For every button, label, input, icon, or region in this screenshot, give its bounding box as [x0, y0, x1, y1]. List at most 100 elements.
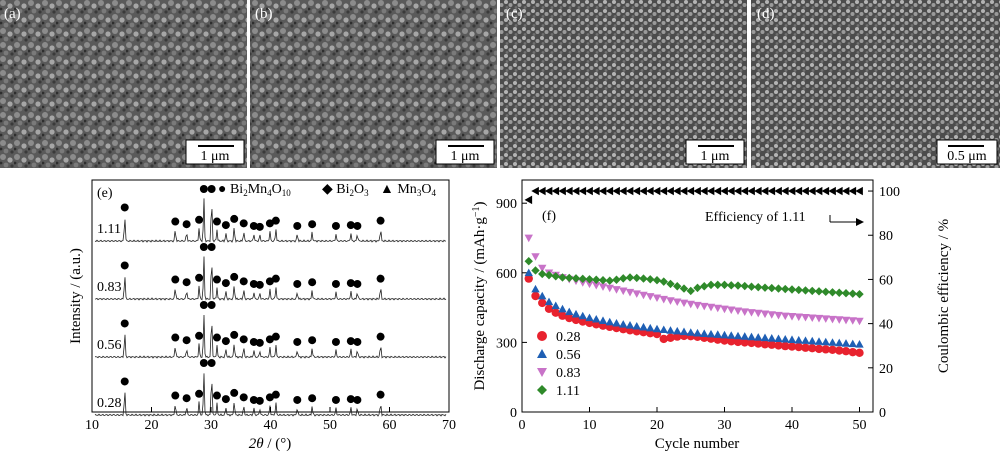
data-point-0-56	[760, 333, 770, 342]
xrd-peak-marker	[221, 395, 230, 404]
xrd-peak-marker	[230, 214, 239, 223]
legend-marker-0-28	[537, 331, 547, 341]
xrd-peak-marker	[331, 395, 340, 404]
data-point-1-11	[720, 280, 729, 290]
data-point-1-11	[673, 282, 682, 291]
data-point-0-56	[781, 334, 790, 343]
xrd-peak-marker	[239, 219, 248, 228]
xrd-peak-marker	[255, 222, 264, 231]
efficiency-point	[538, 186, 546, 196]
xrd-peak-marker	[346, 221, 355, 230]
data-point-0-83	[598, 283, 608, 291]
data-point-0-56	[632, 321, 641, 330]
data-point-0-56	[686, 328, 695, 336]
data-point-0-56	[605, 317, 614, 326]
data-point-0-56	[598, 316, 608, 324]
efficiency-point	[659, 186, 668, 196]
efficiency-point	[531, 186, 539, 196]
xrd-peak-marker	[171, 275, 180, 284]
data-point-0-56	[754, 333, 763, 341]
xrd-peak-marker	[120, 377, 129, 386]
xrd-peak-marker	[376, 390, 385, 399]
scale-box	[435, 139, 495, 165]
data-point-1-11	[565, 273, 574, 283]
data-point-0-83	[720, 305, 729, 314]
efficiency-point	[848, 186, 857, 196]
efficiency-point	[544, 186, 553, 196]
data-point-0-56	[551, 301, 560, 310]
xrd-peak-marker	[271, 274, 280, 283]
data-point-1-11	[835, 288, 844, 297]
data-point-0-28	[774, 341, 783, 350]
data-point-1-11	[585, 275, 594, 284]
data-point-0-83	[801, 313, 810, 322]
data-point-0-28	[754, 339, 763, 348]
cycling-x-tick-label: 10	[583, 418, 597, 433]
data-point-0-83	[625, 288, 635, 297]
efficiency-point	[700, 186, 708, 196]
cycling-y2-tick-label: 80	[879, 229, 893, 244]
xrd-peak-marker	[212, 275, 221, 284]
data-point-1-11	[794, 285, 803, 295]
xrd-legend: ● Bi2Mn4O10 ◆ Bi2O3 ▲ Mn3O4	[218, 182, 436, 198]
efficiency-point	[693, 186, 701, 196]
data-point-0-56	[544, 297, 554, 306]
data-point-1-11	[740, 281, 749, 291]
sem-label: (b)	[255, 6, 273, 22]
xrd-x-axis: 10 20 30 40 50 60 70	[85, 407, 456, 433]
xrd-peak-marker	[230, 388, 239, 397]
xrd-peak-marker	[308, 220, 317, 229]
xrd-peak-marker	[171, 217, 180, 226]
xrd-peak-marker	[249, 395, 258, 404]
data-point-0-83	[787, 313, 797, 321]
data-point-0-56	[733, 331, 743, 340]
data-point-0-83	[774, 311, 783, 320]
xrd-series-label: 0.56	[97, 338, 122, 353]
data-point-0-83	[835, 316, 844, 324]
data-point-0-28	[571, 315, 581, 325]
data-point-1-11	[713, 280, 722, 290]
data-point-1-11	[787, 285, 797, 294]
xrd-peak-marker	[353, 337, 362, 346]
xrd-peak-marker	[249, 221, 258, 230]
xrd-peak-marker	[207, 301, 216, 309]
data-point-0-83	[531, 253, 540, 261]
data-point-0-83	[605, 284, 614, 293]
data-point-0-83	[767, 311, 776, 319]
scale-box	[936, 139, 998, 165]
xrd-peak-marker	[265, 335, 274, 344]
xrd-peak-marker	[239, 393, 248, 402]
xrd-peak-marker	[120, 319, 129, 328]
data-point-0-56	[531, 284, 540, 293]
xrd-peak-marker	[195, 389, 204, 398]
cycling-x-tick-label: 0	[519, 418, 526, 433]
data-point-1-11	[625, 273, 635, 282]
data-point-0-83	[679, 299, 689, 308]
xrd-x-tick-label: 60	[383, 418, 397, 433]
data-point-1-11	[605, 276, 614, 285]
data-point-0-83	[592, 281, 601, 290]
xrd-peak-marker	[171, 391, 180, 400]
efficiency-point	[787, 186, 796, 196]
efficiency-arrow	[829, 215, 864, 226]
data-point-1-11	[828, 288, 837, 297]
data-point-1-11	[814, 287, 824, 296]
efficiency-point	[747, 186, 755, 196]
xrd-peak-marker	[221, 221, 230, 230]
cycling-x-tick-label: 30	[718, 418, 732, 433]
data-point-1-11	[808, 286, 817, 296]
cycling-y2-tick-label: 0	[879, 406, 886, 421]
efficiency-point	[828, 186, 836, 196]
efficiency-point	[713, 186, 722, 196]
data-point-1-11	[767, 283, 776, 293]
cycling-x-tick-label: 20	[650, 418, 664, 433]
data-point-0-28	[794, 342, 803, 352]
data-point-1-11	[531, 266, 540, 275]
efficiency-point	[754, 186, 762, 196]
data-point-0-28	[740, 338, 749, 347]
data-point-1-11	[632, 273, 641, 283]
scale-label: 1 μm	[701, 149, 730, 164]
data-point-0-28	[767, 340, 776, 349]
efficiency-point	[679, 186, 688, 196]
data-point-0-28	[841, 347, 851, 356]
